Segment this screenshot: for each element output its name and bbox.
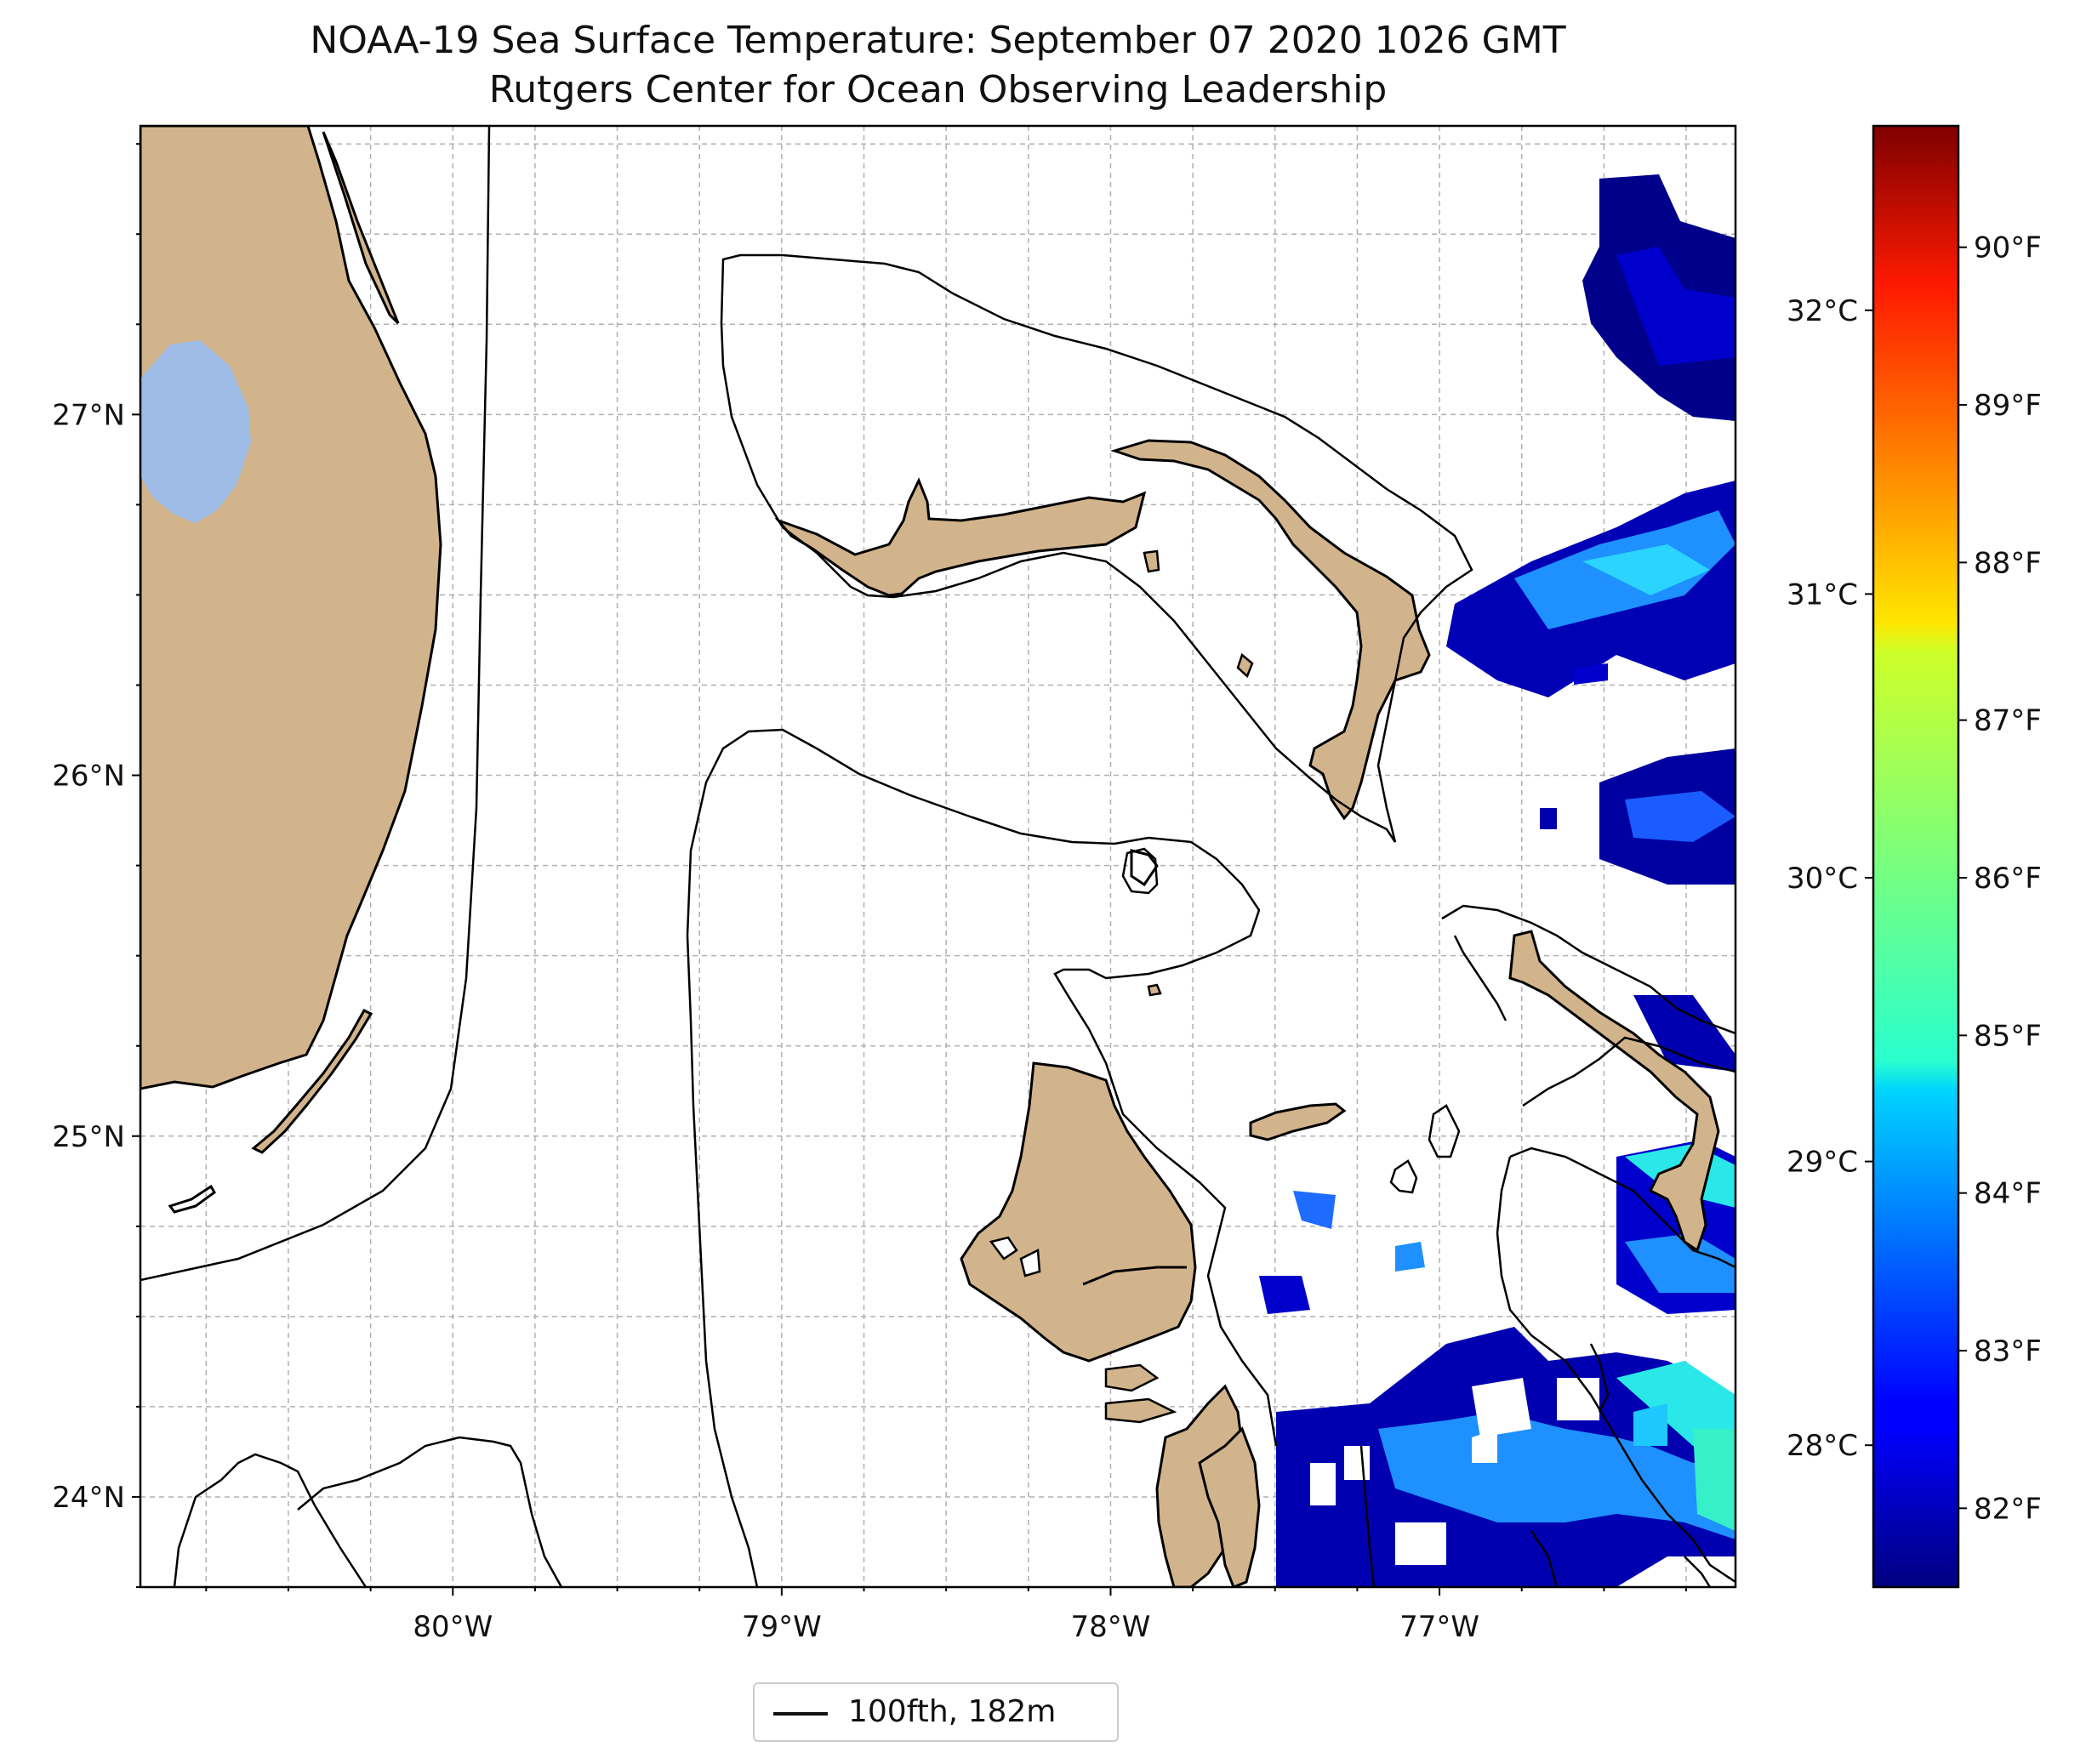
new-providence-land [1249,1102,1347,1141]
lat-tick-label: 26°N [52,760,125,794]
map-area [140,126,1735,1587]
grand-bahama-land [774,477,1147,597]
celsius-tick-label: 31°C [1787,578,1858,612]
celsius-tick-label: 32°C [1787,294,1858,328]
map-title: NOAA-19 Sea Surface Temperature: Septemb… [310,19,1566,62]
legend-line-swatch [773,1712,828,1716]
map-subtitle: Rutgers Center for Ocean Observing Leade… [488,68,1388,111]
colorbar [1872,124,1960,1589]
fahrenheit-tick-label: 90°F [1974,231,2042,265]
abaco-land [1110,439,1431,821]
andros-land [960,1061,1197,1363]
longitude-axis: 80°W 79°W 78°W 77°W [205,1587,1688,1644]
fahrenheit-tick-label: 87°F [1974,704,2042,738]
florida-keys [251,1009,373,1154]
fahrenheit-tick-label: 89°F [1974,389,2042,423]
lake-okeechobee [140,340,251,523]
latitude-axis: 27°N 26°N 25°N 24°N [52,143,140,1588]
lat-tick-label: 27°N [52,398,125,432]
celsius-tick-label: 28°C [1787,1429,1858,1463]
fahrenheit-tick-label: 84°F [1974,1177,2042,1211]
fahrenheit-tick-label: 83°F [1974,1334,2042,1369]
map-legend: 100fth, 182m [753,1682,1119,1742]
bathymetry-contours [140,126,1735,1587]
colorbar-celsius-axis: 32°C 31°C 30°C 29°C 28°C [1787,294,1873,1463]
legend-label: 100fth, 182m [848,1694,1057,1729]
lon-tick-label: 80°W [413,1610,493,1644]
fahrenheit-tick-label: 82°F [1974,1492,2042,1526]
sst-data-patches [1259,174,1735,1587]
lon-tick-label: 79°W [742,1610,822,1644]
colorbar-fahrenheit-axis: 90°F 89°F 88°F 87°F 86°F 85°F 84°F 83°F 82°F [1958,231,2042,1526]
celsius-tick-label: 30°C [1787,862,1858,896]
lon-tick-label: 77°W [1399,1610,1479,1644]
berry-islands-land [1130,849,1159,887]
fahrenheit-tick-label: 88°F [1974,546,2042,580]
eleuthera-land [1508,930,1720,1253]
lat-tick-label: 24°N [52,1481,125,1515]
map-frame [139,124,1737,1589]
lat-tick-label: 25°N [52,1120,125,1154]
fahrenheit-tick-label: 85°F [1974,1019,2042,1053]
lon-tick-label: 78°W [1071,1610,1151,1644]
celsius-tick-label: 29°C [1787,1146,1858,1180]
fahrenheit-tick-label: 86°F [1974,862,2042,896]
